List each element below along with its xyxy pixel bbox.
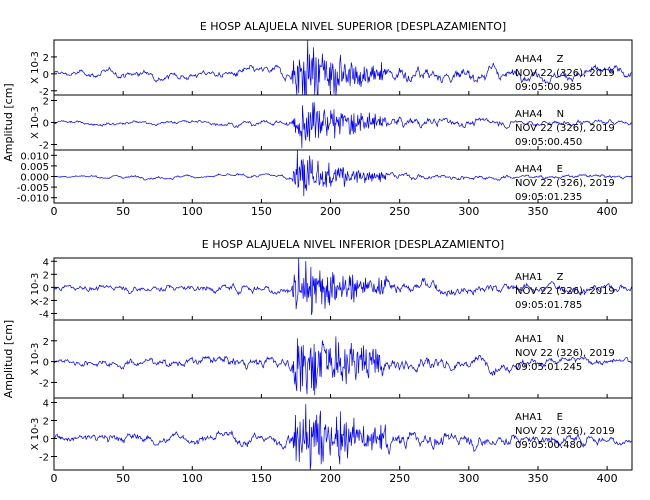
x-tick-label: 150: [251, 205, 272, 218]
record-date: NOV 22 (326), 2019: [515, 286, 615, 297]
trace-aha4-z: [53, 40, 632, 96]
scale-label: X 10-3: [30, 273, 41, 306]
axes-layer: [51, 39, 633, 471]
panel-frame: [53, 319, 633, 399]
labels-layer: E HOSP ALAJUELA NIVEL SUPERIOR [DESPLAZA…: [2, 20, 618, 485]
record-date: NOV 22 (326), 2019: [515, 348, 615, 359]
station-label: AHA4 Z: [515, 54, 564, 65]
record-time: 09:05:00.480: [515, 440, 582, 451]
y-axis-label: Amplitud [cm]: [2, 83, 15, 161]
y-tick-label: 0: [43, 119, 49, 130]
y-tick-label: -2: [39, 87, 49, 98]
record-date: NOV 22 (326), 2019: [515, 123, 615, 134]
trace-aha4-e: [53, 149, 633, 197]
y-tick-label: 4: [43, 399, 49, 410]
y-tick-label: -0.005: [17, 183, 49, 194]
x-tick-label: 350: [527, 472, 548, 485]
y-axis-label: Amplitud [cm]: [2, 320, 15, 398]
scale-label: X 10-3: [30, 418, 41, 451]
panel-frame: [53, 397, 633, 471]
y-tick-label: 0.005: [20, 162, 49, 173]
y-tick-label: -2: [39, 378, 49, 389]
record-time: 09:05:01.235: [515, 192, 582, 203]
x-tick-label: 0: [51, 472, 58, 485]
y-tick-label: -2: [39, 141, 49, 152]
record-time: 09:05:00.450: [515, 137, 582, 148]
x-tick-label: 200: [320, 205, 341, 218]
chart-title: E HOSP ALAJUELA NIVEL INFERIOR [DESPLAZA…: [202, 238, 504, 251]
x-tick-label: 150: [251, 472, 272, 485]
y-tick-label: 2: [43, 270, 49, 281]
scale-label: X 10-3: [30, 106, 41, 139]
record-date: NOV 22 (326), 2019: [515, 178, 615, 189]
y-tick-label: -2: [39, 453, 49, 464]
x-tick-label: 400: [597, 472, 618, 485]
component-code: Z: [557, 272, 564, 283]
y-tick-label: 2: [43, 53, 49, 64]
x-tick-label: 250: [389, 472, 410, 485]
x-tick-label: 50: [116, 205, 130, 218]
x-tick-label: 100: [182, 205, 203, 218]
y-tick-label: -4: [39, 309, 49, 320]
station-code: AHA1: [515, 334, 543, 345]
y-tick-label: 2: [43, 97, 49, 108]
station-code: AHA4: [515, 164, 543, 175]
y-tick-label: 0: [43, 358, 49, 369]
trace-aha1-n: [53, 336, 632, 396]
x-tick-label: 200: [320, 472, 341, 485]
record-time: 09:05:01.245: [515, 362, 582, 373]
station-code: AHA4: [515, 54, 543, 65]
x-tick-label: 50: [116, 472, 130, 485]
station-code: AHA4: [515, 109, 543, 120]
station-label: AHA1 Z: [515, 272, 564, 283]
y-tick-label: 0.010: [20, 151, 49, 162]
record-time: 09:05:01.785: [515, 300, 582, 311]
record-date: NOV 22 (326), 2019: [515, 426, 615, 437]
y-tick-label: 0.000: [20, 173, 49, 184]
trace-aha1-e: [53, 403, 633, 470]
trace-aha4-n: [53, 102, 633, 149]
station-label: AHA1 E: [515, 412, 563, 423]
y-tick-label: 2: [43, 337, 49, 348]
component-code: N: [557, 109, 564, 120]
y-tick-label: 0: [43, 283, 49, 294]
component-code: N: [557, 334, 564, 345]
chart-title: E HOSP ALAJUELA NIVEL SUPERIOR [DESPLAZA…: [200, 20, 506, 33]
record-date: NOV 22 (326), 2019: [515, 68, 615, 79]
component-code: E: [557, 164, 563, 175]
station-code: AHA1: [515, 412, 543, 423]
station-label: AHA4 N: [515, 109, 564, 120]
y-tick-label: 0: [43, 435, 49, 446]
scale-label: X 10-3: [30, 343, 41, 376]
y-tick-label: 0: [43, 70, 49, 81]
station-label: AHA4 E: [515, 164, 563, 175]
scale-label: X 10-3: [30, 51, 41, 84]
x-tick-label: 400: [597, 205, 618, 218]
x-tick-label: 100: [182, 472, 203, 485]
x-tick-label: 250: [389, 205, 410, 218]
component-code: E: [557, 412, 563, 423]
x-tick-label: 300: [458, 472, 479, 485]
x-tick-label: 0: [51, 205, 58, 218]
x-tick-label: 350: [527, 205, 548, 218]
x-tick-label: 300: [458, 205, 479, 218]
y-tick-label: 2: [43, 417, 49, 428]
trace-aha1-z: [53, 257, 633, 315]
y-tick-label: 4: [43, 257, 49, 268]
component-code: Z: [557, 54, 564, 65]
record-time: 09:05:00.985: [515, 82, 582, 93]
y-tick-label: -2: [39, 296, 49, 307]
station-label: AHA1 N: [515, 334, 564, 345]
y-tick-label: -0.010: [17, 194, 49, 205]
traces-layer: [53, 40, 633, 470]
station-code: AHA1: [515, 272, 543, 283]
